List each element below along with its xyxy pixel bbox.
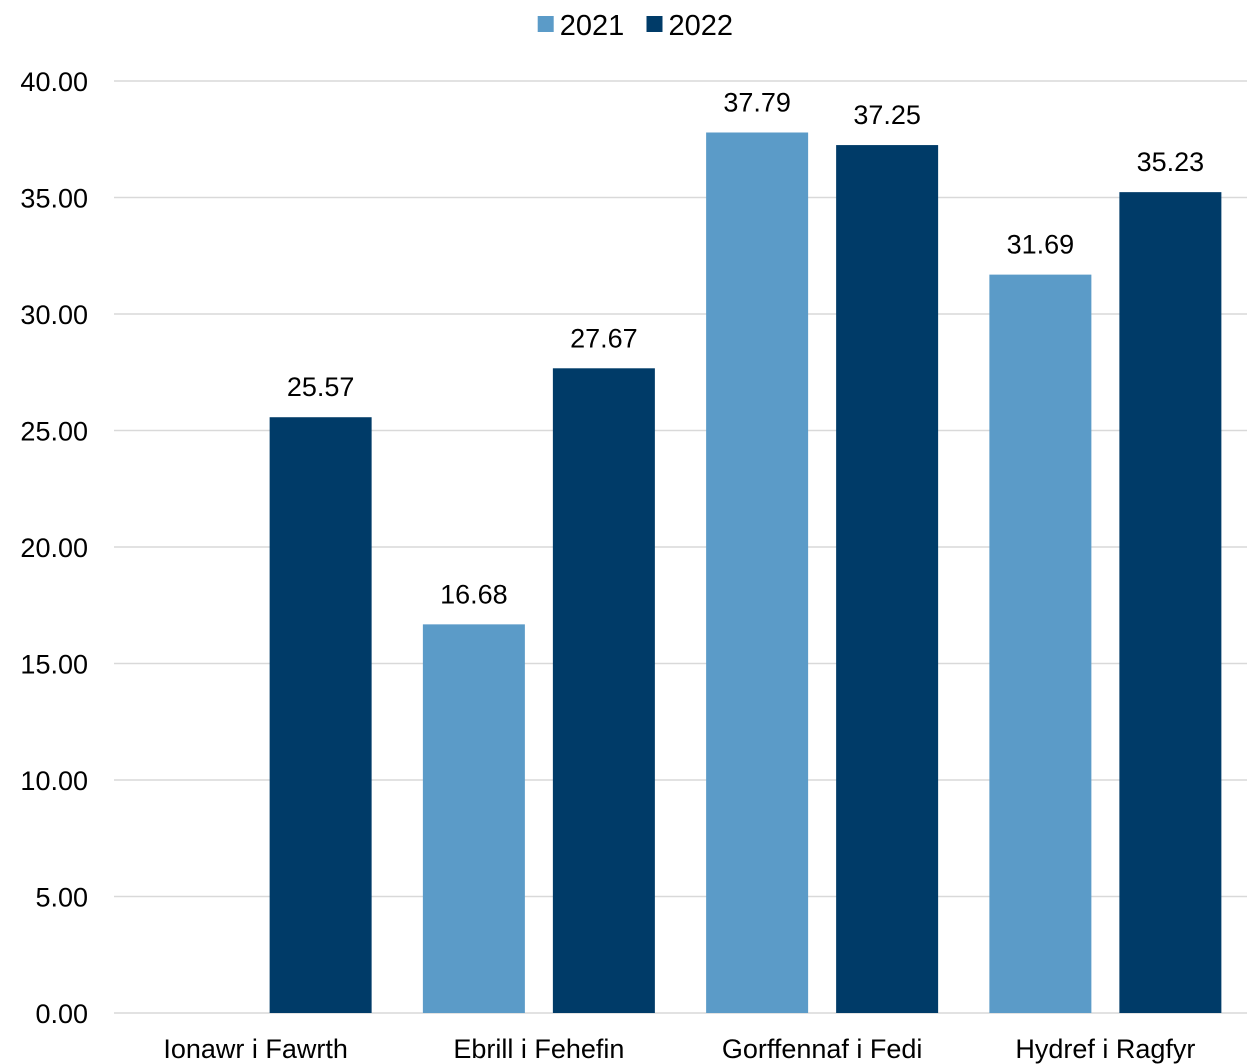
y-tick-label: 20.00: [20, 533, 88, 563]
bars: [269, 132, 1222, 1014]
data-label: 35.23: [1137, 147, 1205, 177]
chart-legend: 2021 2022: [537, 10, 734, 42]
y-tick-label: 15.00: [20, 650, 88, 680]
data-label: 16.68: [440, 579, 508, 609]
data-label: 25.57: [287, 372, 355, 402]
y-tick-label: 30.00: [20, 300, 88, 330]
bar-2022: [836, 145, 939, 1013]
bar-2021: [989, 274, 1092, 1013]
bar-2022: [1119, 192, 1222, 1014]
y-axis-tick-labels: 0.00 5.00 10.00 15.00 20.00 25.00 30.00 35.00 40…: [20, 67, 88, 1029]
bar-2022: [269, 417, 372, 1013]
x-category-label: Ebrill i Fehefin: [453, 1034, 624, 1064]
y-tick-label: 25.00: [20, 417, 88, 447]
y-tick-label: 0.00: [35, 999, 88, 1029]
y-tick-label: 10.00: [20, 766, 88, 796]
y-tick-label: 5.00: [35, 883, 88, 913]
bar-2021: [706, 132, 809, 1014]
data-labels: 25.57 16.68 27.67 37.79 37.25 31.69 35.23: [287, 87, 1204, 609]
data-label: 37.25: [853, 100, 921, 130]
x-axis-category-labels: Ionawr i Fawrth Ebrill i Fehefin Gorffenna…: [163, 1034, 1195, 1064]
legend-swatch-2021: [537, 16, 554, 32]
x-category-label: Hydref i Ragfyr: [1015, 1034, 1195, 1064]
data-label: 37.79: [723, 87, 791, 117]
x-category-label: Gorffennaf i Fedi: [722, 1034, 923, 1064]
bar-2021: [422, 624, 525, 1013]
bar-2022: [552, 368, 655, 1013]
data-label: 27.67: [570, 323, 638, 353]
y-tick-label: 35.00: [20, 184, 88, 214]
legend-swatch-2022: [646, 16, 663, 32]
legend-label-2021: 2021: [560, 10, 625, 42]
data-label: 31.69: [1007, 230, 1075, 260]
x-category-label: Ionawr i Fawrth: [163, 1034, 348, 1064]
y-tick-label: 40.00: [20, 67, 88, 97]
legend-label-2022: 2022: [669, 10, 734, 42]
